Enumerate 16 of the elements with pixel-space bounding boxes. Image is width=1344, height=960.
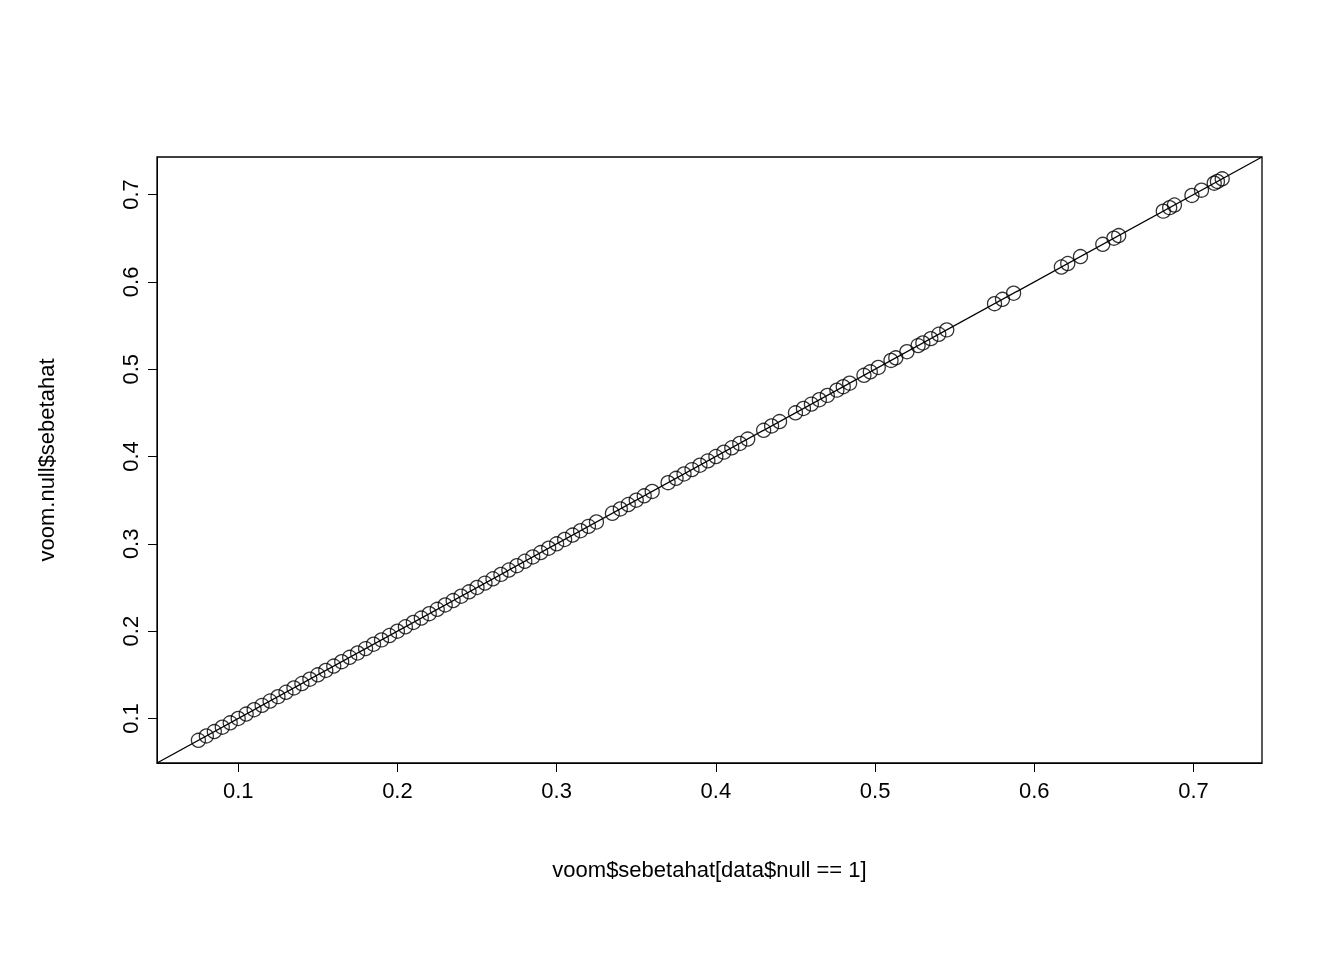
y-tick-label: 0.3 <box>117 528 143 560</box>
x-tick-label: 0.2 <box>382 777 413 803</box>
x-tick-label: 0.3 <box>541 777 572 803</box>
x-tick-label: 0.6 <box>1019 777 1050 803</box>
x-tick-label: 0.5 <box>859 777 891 803</box>
x-tick-label: 0.7 <box>1178 777 1209 803</box>
y-tick-label: 0.1 <box>117 703 143 734</box>
y-axis-title: voom.null$sebetahat <box>33 358 59 562</box>
x-tick-label: 0.1 <box>222 777 254 803</box>
y-tick-label: 0.4 <box>117 441 143 472</box>
y-tick-label: 0.7 <box>117 179 143 210</box>
x-tick-label: 0.4 <box>700 777 732 803</box>
y-tick-label: 0.5 <box>117 353 143 385</box>
y-tick-label: 0.6 <box>117 266 143 298</box>
y-tick-label: 0.2 <box>117 615 143 647</box>
x-axis-title: voom$sebetahat[data$null == 1] <box>552 856 867 882</box>
